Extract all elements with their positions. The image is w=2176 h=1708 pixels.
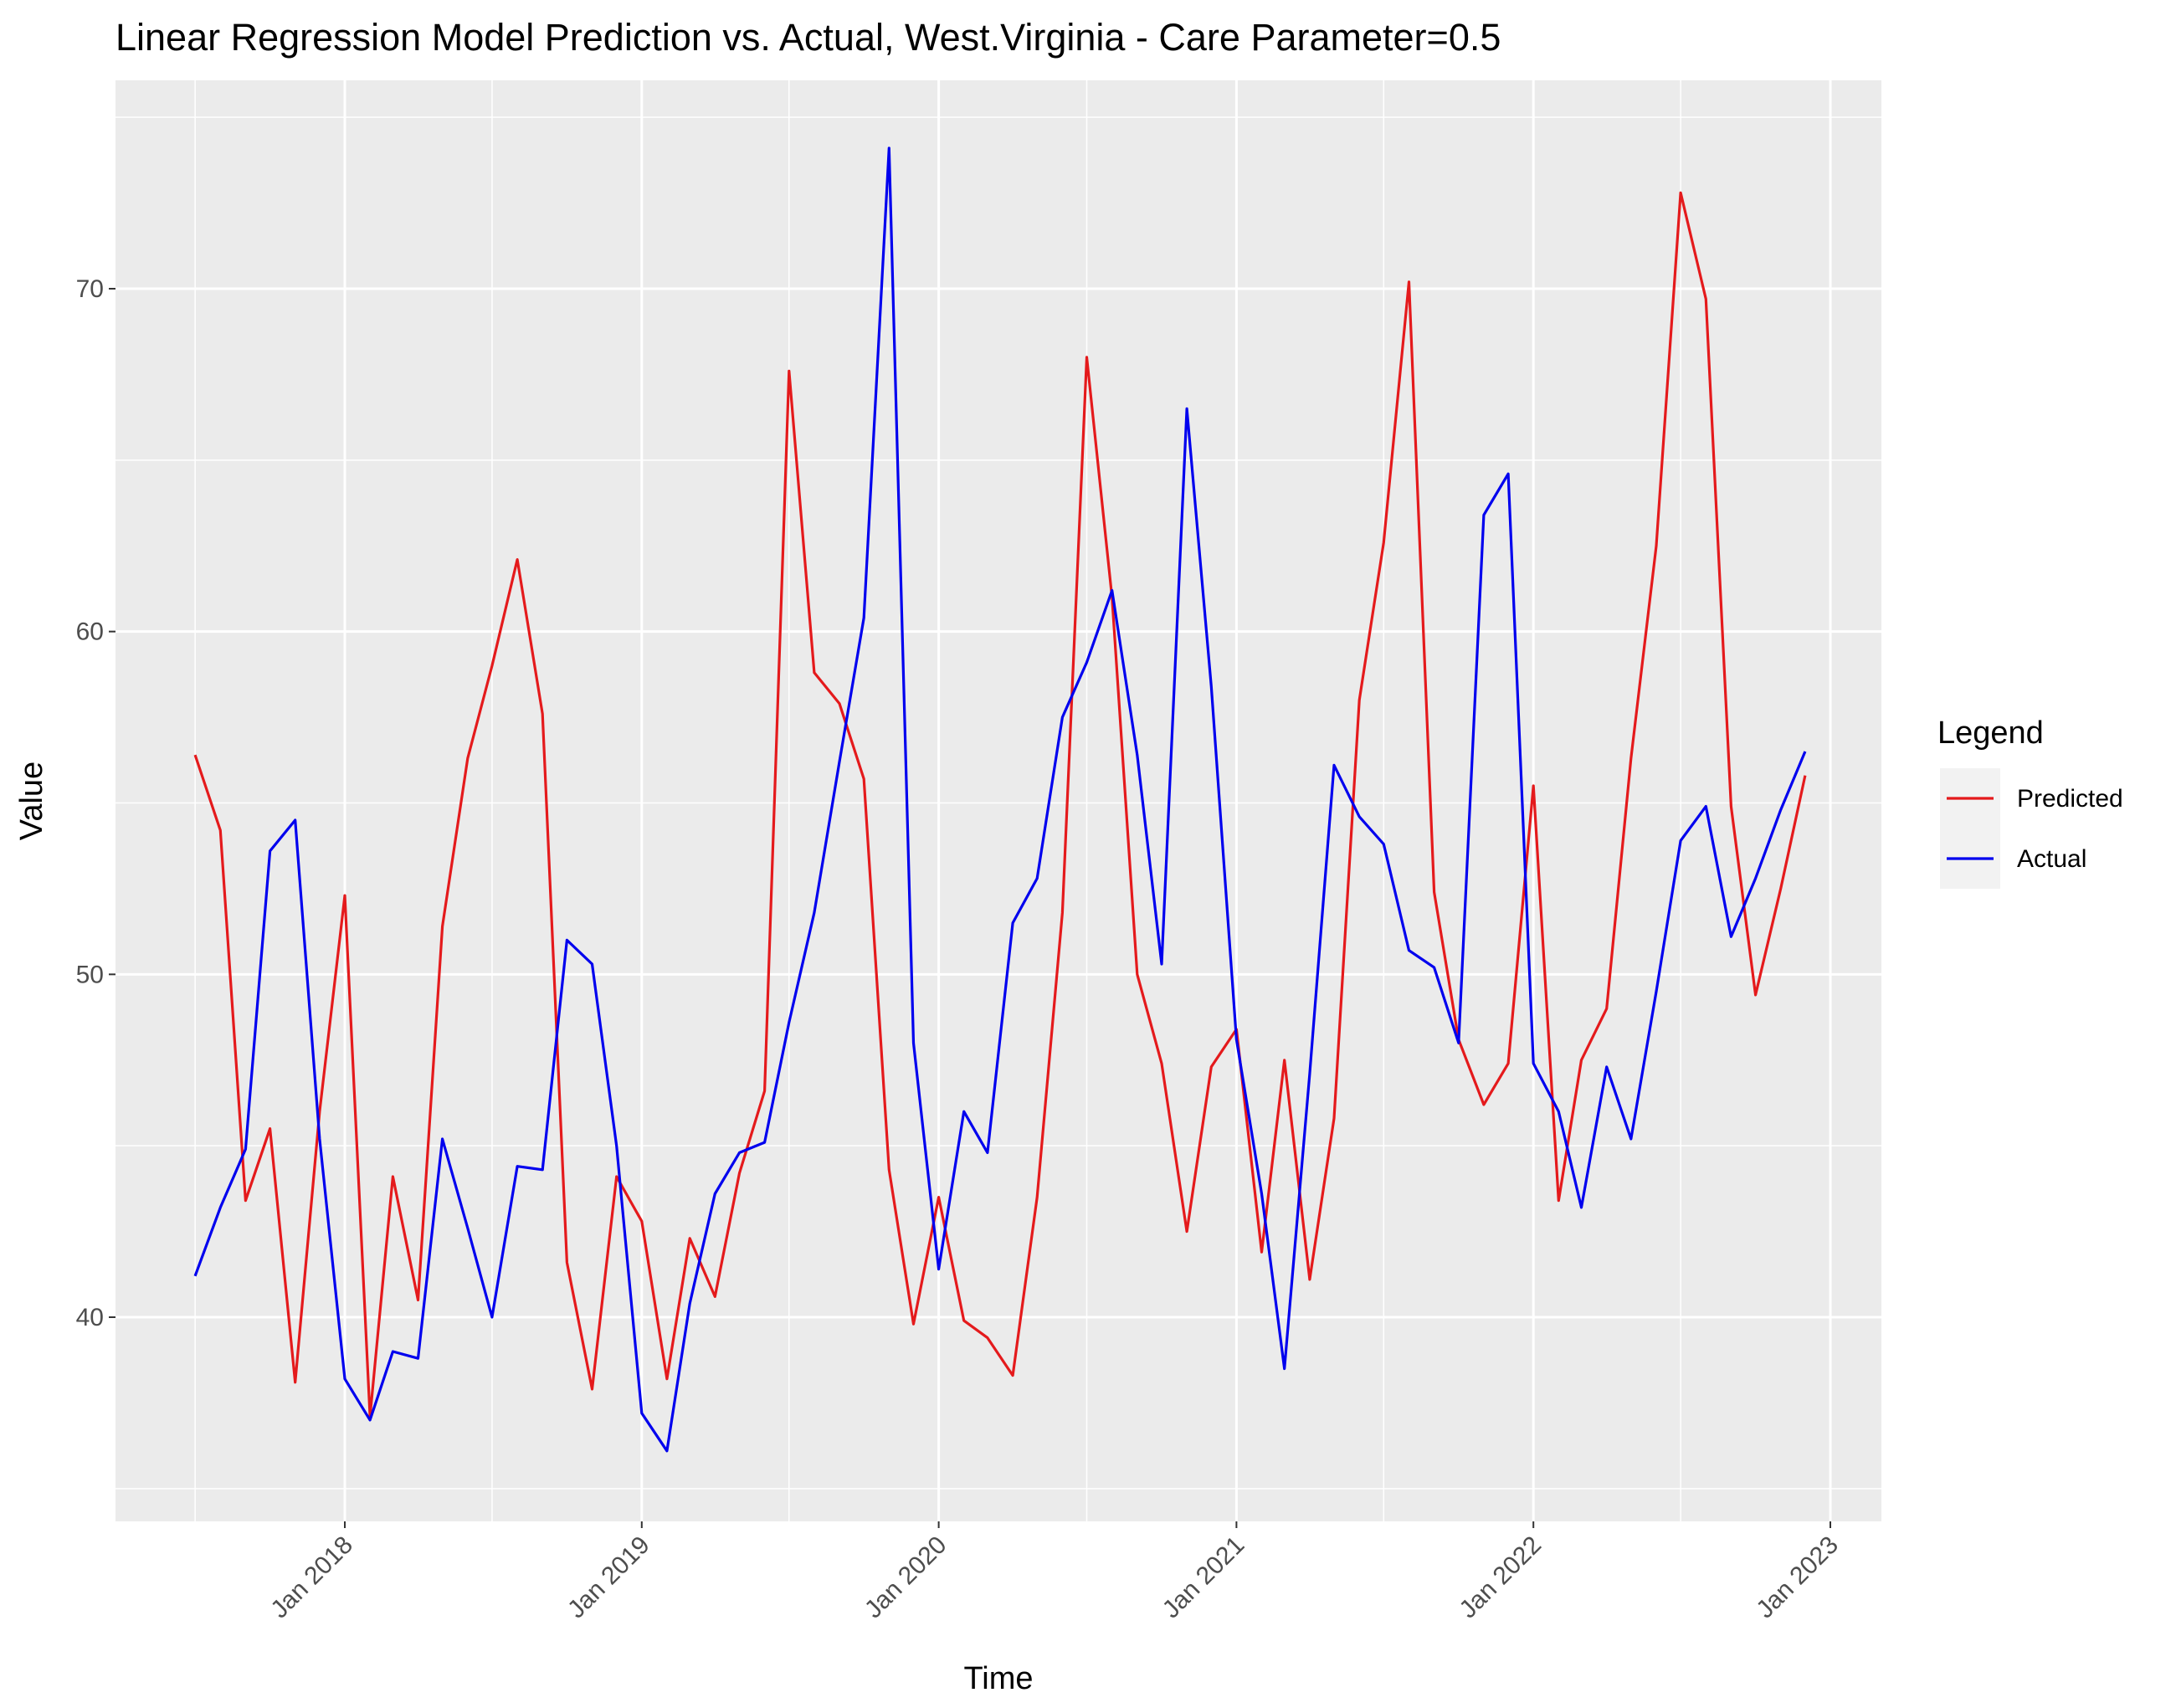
x-tick-label: Jan 2022	[1455, 1531, 1547, 1624]
x-tick-label: Jan 2023	[1751, 1531, 1844, 1624]
x-axis: Jan 2018 Jan 2019 Jan 2020 Jan 2021 Jan 2022…	[265, 1521, 1844, 1623]
plot-panel	[115, 80, 1881, 1521]
legend: Legend Predicted Actual	[1937, 716, 2123, 889]
x-tick-label: Jan 2019	[562, 1531, 655, 1624]
legend-items: Predicted Actual	[1940, 768, 2123, 889]
y-tick-label: 40	[76, 1304, 104, 1331]
y-axis-title: Value	[14, 762, 49, 840]
legend-title: Legend	[1937, 716, 2044, 751]
grid-major	[115, 80, 1881, 1521]
legend-label: Predicted	[2017, 785, 2123, 813]
y-tick-label: 50	[76, 961, 104, 988]
y-axis: 40 50 60 70	[76, 275, 115, 1331]
series-line-predicted	[193, 191, 1807, 1418]
x-tick-label: Jan 2018	[265, 1531, 358, 1624]
x-tick-label: Jan 2021	[1157, 1531, 1250, 1624]
y-tick-label: 70	[76, 275, 104, 303]
x-axis-title: Time	[963, 1661, 1033, 1696]
y-tick-label: 60	[76, 618, 104, 646]
x-tick-label: Jan 2020	[860, 1531, 952, 1624]
chart-title: Linear Regression Model Prediction vs. A…	[115, 16, 1501, 59]
series-line-actual	[193, 146, 1807, 1453]
grid-minor	[115, 80, 1881, 1521]
series-layer	[193, 146, 1807, 1453]
legend-label: Actual	[2017, 845, 2086, 873]
